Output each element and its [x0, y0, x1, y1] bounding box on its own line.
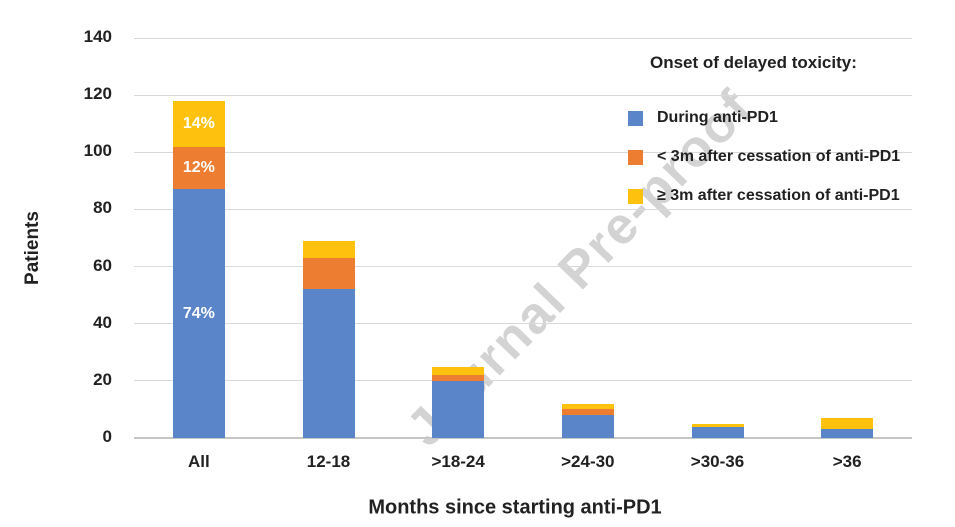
- x-tick-label: 12-18: [306, 452, 351, 471]
- gridline: [134, 94, 912, 96]
- legend: During anti-PD1 < 3m after cessation of a…: [628, 107, 900, 224]
- legend-swatch-icon: [628, 188, 643, 204]
- legend-item: During anti-PD1: [628, 107, 900, 129]
- x-axis-line: [134, 437, 912, 439]
- y-tick-label: 100: [83, 141, 112, 161]
- bar-segment: [432, 375, 485, 381]
- gridline: [134, 208, 912, 210]
- y-tick-label: 60: [93, 255, 112, 275]
- bar-segment: [432, 380, 485, 438]
- bar-segment-label: 12%: [182, 159, 215, 176]
- x-tick-label: >30-36: [690, 452, 745, 471]
- plot-area: 74% 12% 14%: [134, 37, 912, 439]
- bar-segment: [691, 426, 744, 438]
- bar-segment: [561, 403, 614, 410]
- bar-segment: [302, 289, 355, 438]
- y-tick-label: 40: [93, 312, 112, 332]
- bar-segment: [172, 189, 225, 438]
- x-tick-label: >18-24: [431, 452, 485, 471]
- bar-segment-label: 74%: [182, 304, 215, 322]
- gridline: [134, 37, 912, 39]
- bar-segment-label: 14%: [182, 114, 215, 132]
- bar-segment: [821, 418, 874, 430]
- legend-title: Onset of delayed toxicity:: [650, 53, 857, 72]
- bar-segment: [302, 258, 355, 290]
- legend-item: < 3m after cessation of anti-PD1: [628, 146, 900, 168]
- bar-segment: [172, 146, 225, 190]
- bar-segment: [172, 100, 225, 147]
- bar-segment: [432, 366, 485, 376]
- y-tick-label: 80: [93, 198, 112, 218]
- legend-item-label: ≥ 3m after cessation of anti-PD1: [657, 187, 900, 204]
- y-tick-label: 120: [83, 84, 112, 104]
- y-tick-label: 20: [93, 369, 112, 389]
- legend-item-label: < 3m after cessation of anti-PD1: [657, 148, 901, 165]
- y-tick-label: 0: [102, 427, 112, 446]
- legend-item: ≥ 3m after cessation of anti-PD1: [628, 185, 900, 207]
- gridline: [134, 266, 912, 268]
- gridline: [134, 323, 912, 325]
- gridline: [134, 380, 912, 382]
- legend-swatch-icon: [628, 110, 643, 126]
- bar-segment: [821, 429, 874, 438]
- x-tick-label: >36: [832, 452, 862, 471]
- bar-segment: [302, 240, 355, 258]
- x-axis-title: Months since starting anti-PD1: [368, 496, 662, 519]
- bar-segment: [561, 409, 614, 416]
- legend-item-label: During anti-PD1: [657, 109, 778, 126]
- legend-swatch-icon: [628, 149, 643, 165]
- bar-segment: [561, 415, 614, 438]
- y-tick-label: 140: [83, 27, 112, 46]
- bar-segment: [691, 423, 744, 427]
- x-tick-label: All: [187, 452, 210, 471]
- gridline: [134, 151, 912, 153]
- x-tick-label: >24-30: [561, 452, 615, 471]
